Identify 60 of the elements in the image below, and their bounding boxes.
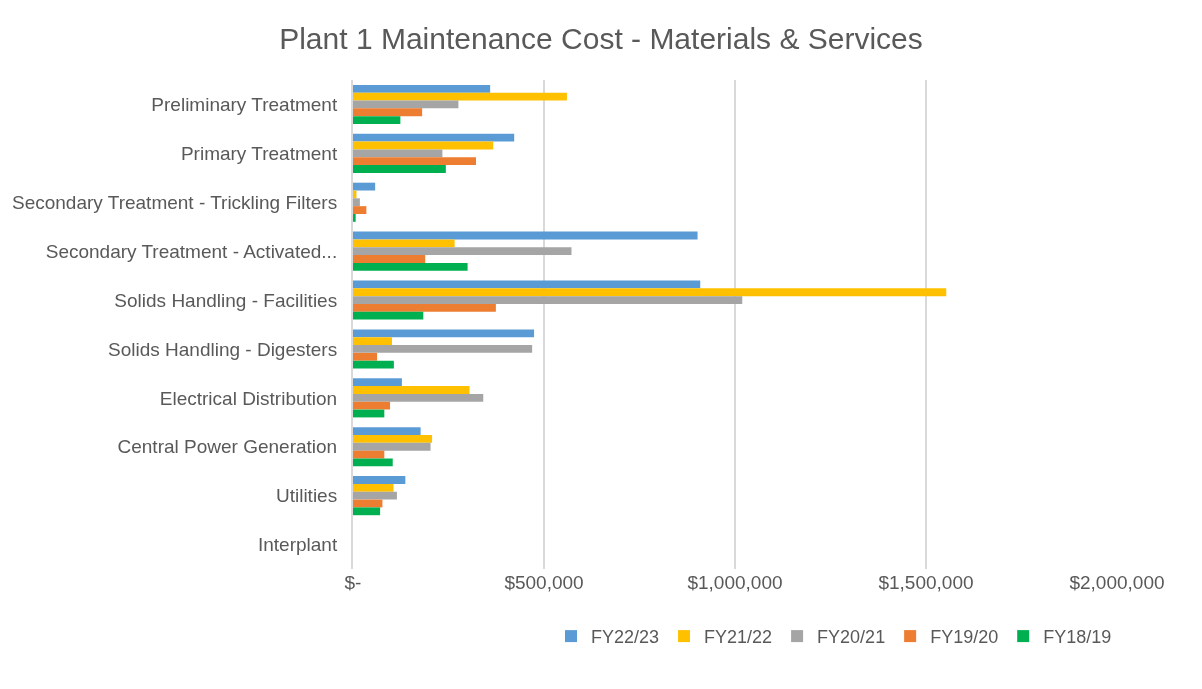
bar [353, 239, 455, 248]
bar [353, 507, 381, 516]
bar [353, 231, 698, 240]
y-tick-label: Secondary Treatment - Trickling Filters [11, 191, 338, 213]
bar [353, 116, 401, 125]
bar [353, 435, 433, 443]
bar [353, 337, 392, 346]
y-tick-label: Solids Handling - Digesters [108, 338, 338, 360]
y-tick-label: Secondary Treatment - Activated... [45, 240, 338, 262]
bar [353, 401, 391, 410]
y-tick-label: Utilities [275, 485, 338, 507]
bar [353, 108, 423, 117]
bar [353, 198, 360, 207]
bar [353, 393, 484, 402]
bar [353, 296, 743, 304]
bar [353, 458, 393, 467]
bar [353, 149, 443, 158]
bar [353, 133, 515, 142]
bar [353, 157, 476, 166]
bar [353, 303, 496, 312]
bar [353, 206, 367, 214]
bar [353, 427, 421, 436]
bar [353, 311, 424, 320]
x-tick-label: $1,000,000 [687, 572, 783, 593]
chart-title: Plant 1 Maintenance Cost - Materials & Services [279, 21, 923, 55]
bar [353, 182, 376, 191]
bar [353, 165, 446, 173]
bar [353, 352, 378, 361]
bar [353, 288, 947, 297]
y-tick-label: Solids Handling - Facilities [114, 289, 338, 311]
x-tick-label: $2,000,000 [1069, 572, 1165, 593]
y-tick-label: Preliminary Treatment [151, 94, 338, 116]
bar [353, 360, 394, 369]
bar [353, 280, 701, 289]
legend-label: FY21/22 [704, 627, 773, 648]
bar [353, 247, 572, 256]
bar [353, 84, 491, 93]
bar [353, 213, 356, 222]
bar [353, 491, 397, 500]
bar [353, 386, 470, 394]
y-tick-label: Interplant [257, 534, 338, 556]
y-tick-label: Central Power Generation [117, 436, 338, 458]
bar [353, 378, 402, 387]
bar [353, 483, 394, 492]
bar [353, 255, 426, 263]
bar [353, 476, 406, 484]
bar [353, 262, 468, 271]
legend-label: FY18/19 [1043, 627, 1112, 648]
y-tick-label: Electrical Distribution [159, 387, 338, 409]
legend-label: FY22/23 [591, 627, 660, 648]
bar [353, 329, 535, 338]
bar [353, 345, 533, 353]
legend-label: FY19/20 [930, 627, 999, 648]
x-tick-label: $- [344, 572, 362, 593]
legend-label: FY20/21 [817, 627, 886, 648]
x-tick-label: $500,000 [504, 572, 584, 593]
bar [353, 92, 567, 101]
x-tick-label: $1,500,000 [878, 572, 974, 593]
y-tick-label: Primary Treatment [180, 143, 338, 164]
bar [353, 442, 431, 451]
